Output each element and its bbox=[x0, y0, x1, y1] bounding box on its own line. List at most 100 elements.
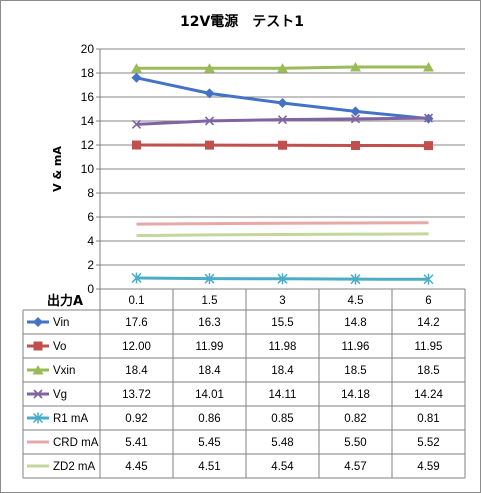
data-point bbox=[423, 113, 434, 123]
data-point bbox=[32, 365, 44, 375]
data-table-value: 11.99 bbox=[196, 341, 224, 353]
series-crd-ma bbox=[136, 221, 429, 226]
data-table-value: 5.48 bbox=[271, 437, 293, 449]
data-table-value: 18.5 bbox=[417, 365, 439, 377]
y-tick-label: 18 bbox=[81, 66, 95, 80]
data-point bbox=[33, 341, 43, 351]
data-point bbox=[277, 63, 288, 73]
series-name: CRD mA bbox=[53, 437, 99, 449]
data-point bbox=[423, 273, 434, 285]
data-point bbox=[131, 72, 142, 83]
y-tick-label: 16 bbox=[81, 90, 95, 104]
data-point bbox=[424, 141, 433, 151]
data-point bbox=[350, 114, 361, 124]
series-vo bbox=[132, 140, 433, 151]
data-table-value: 18.4 bbox=[271, 365, 294, 377]
data-table-value: 4.51 bbox=[198, 461, 220, 473]
y-tick-label: 0 bbox=[87, 282, 94, 296]
data-table-value: 14.01 bbox=[195, 389, 224, 401]
data-table-value: 11.95 bbox=[415, 341, 443, 353]
data-point bbox=[277, 98, 288, 108]
data-table-value: 0.82 bbox=[344, 413, 366, 425]
data-point bbox=[33, 389, 43, 399]
y-tick-label: 8 bbox=[87, 186, 94, 200]
data-table-value: 4.57 bbox=[344, 461, 366, 473]
data-table-value: 14.2 bbox=[417, 317, 439, 329]
data-table-value: 14.8 bbox=[344, 317, 366, 329]
data-point bbox=[204, 63, 215, 73]
data-table-value: 5.45 bbox=[198, 437, 220, 449]
data-table-value: 18.4 bbox=[125, 365, 148, 377]
data-point bbox=[204, 116, 215, 126]
x-category-label: 1.5 bbox=[202, 295, 218, 307]
data-table-value: 12.00 bbox=[122, 341, 151, 353]
series-vg bbox=[131, 113, 434, 129]
y-tick-label: 10 bbox=[81, 162, 95, 176]
data-point bbox=[32, 412, 44, 424]
data-table-value: 4.45 bbox=[125, 461, 147, 473]
series-name: ZD2 mA bbox=[53, 461, 96, 473]
data-table-value: 11.98 bbox=[269, 341, 297, 353]
data-table-value: 0.86 bbox=[198, 413, 220, 425]
series-name: R1 mA bbox=[53, 413, 88, 425]
data-point bbox=[277, 115, 288, 125]
data-table-value: 18.5 bbox=[344, 365, 366, 377]
data-point bbox=[131, 272, 142, 284]
x-category-label: 6 bbox=[425, 295, 431, 307]
series-r1-ma bbox=[131, 272, 434, 285]
data-point bbox=[350, 273, 361, 285]
x-axis-label: 出力A bbox=[47, 293, 83, 309]
data-point bbox=[131, 63, 142, 73]
y-tick-label: 12 bbox=[81, 138, 95, 152]
series-name: Vg bbox=[53, 389, 67, 401]
data-table-value: 0.81 bbox=[417, 413, 439, 425]
series-lines bbox=[131, 62, 434, 285]
data-point bbox=[350, 106, 361, 117]
y-tick-label: 6 bbox=[87, 210, 94, 224]
data-point bbox=[350, 62, 361, 72]
data-point bbox=[205, 140, 214, 150]
data-table: 0.1 1.5 3 4.5 6 Vin 17.6 16.3 15.5 14.8 14.2 Vo 12.0… bbox=[22, 288, 466, 479]
y-tick-label: 4 bbox=[87, 234, 94, 248]
y-axis-label: V & mA bbox=[51, 146, 64, 192]
chart-title: 12V電源 テスト1 bbox=[180, 13, 304, 30]
y-tick-label: 20 bbox=[81, 42, 95, 56]
data-point bbox=[351, 140, 360, 150]
x-category-label: 4.5 bbox=[348, 295, 364, 307]
data-table-value: 4.54 bbox=[271, 461, 294, 473]
data-table-value: 5.41 bbox=[125, 437, 147, 449]
y-tick-label: 14 bbox=[81, 114, 95, 128]
data-table-value: 14.18 bbox=[341, 389, 370, 401]
series-name: Vxin bbox=[53, 365, 75, 377]
data-point bbox=[204, 88, 215, 99]
series-line bbox=[136, 232, 429, 238]
data-point bbox=[278, 140, 287, 150]
data-point bbox=[204, 273, 215, 285]
gridlines bbox=[99, 48, 465, 290]
series-vin bbox=[131, 72, 434, 124]
series-name: Vin bbox=[53, 317, 69, 329]
x-category-label: 3 bbox=[279, 295, 285, 307]
data-table-value: 18.4 bbox=[198, 365, 221, 377]
series-vxin bbox=[131, 62, 434, 73]
data-table-value: 11.96 bbox=[342, 341, 370, 353]
data-table-value: 4.59 bbox=[417, 461, 439, 473]
data-table-value: 5.52 bbox=[417, 437, 439, 449]
data-table-value: 5.50 bbox=[344, 437, 366, 449]
data-table-value: 0.92 bbox=[125, 413, 147, 425]
data-table-value: 14.11 bbox=[269, 389, 297, 401]
series-line bbox=[136, 221, 429, 226]
data-point bbox=[131, 119, 142, 129]
data-table-value: 17.6 bbox=[125, 317, 147, 329]
x-category-label: 0.1 bbox=[129, 295, 145, 307]
data-point bbox=[132, 140, 141, 150]
data-table-value: 14.24 bbox=[414, 389, 443, 401]
data-table-value: 13.72 bbox=[122, 389, 151, 401]
y-axis-ticks: 0 2 4 6 8 10 12 14 16 18 20 bbox=[81, 42, 100, 296]
series-name: Vo bbox=[53, 341, 66, 353]
data-point bbox=[33, 317, 43, 327]
data-table-value: 16.3 bbox=[198, 317, 220, 329]
data-table-value: 0.85 bbox=[271, 413, 293, 425]
